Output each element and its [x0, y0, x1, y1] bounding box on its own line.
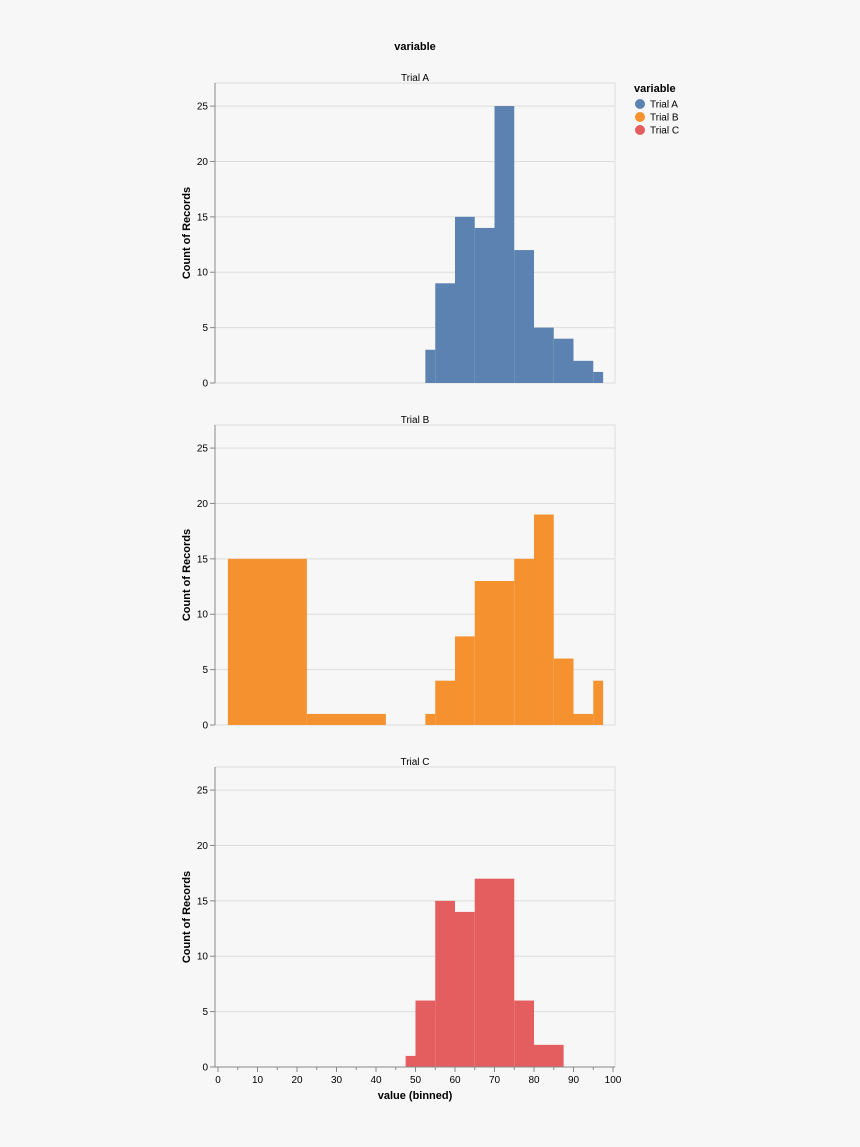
legend-swatch: [635, 112, 645, 122]
histogram-bar: [306, 713, 386, 725]
histogram-bar: [455, 216, 475, 383]
legend-swatch: [635, 125, 645, 135]
histogram-bar: [534, 327, 554, 383]
y-tick-label: 0: [202, 721, 208, 732]
y-tick-label: 25: [197, 444, 209, 455]
histogram-bar: [425, 713, 436, 725]
x-tick-label: 50: [410, 1075, 422, 1086]
histogram-bar: [593, 680, 604, 725]
histogram-bar: [227, 558, 307, 725]
y-axis-title: Count of Records: [181, 871, 193, 963]
x-tick-label: 10: [252, 1075, 264, 1086]
facet-1: Trial A 0 5 10 15 20 25 Count of Records: [181, 73, 616, 390]
histogram-bar: [435, 283, 455, 383]
x-tick-label: 90: [568, 1075, 580, 1086]
y-tick-label: 15: [197, 896, 209, 907]
x-tick-label: 70: [489, 1075, 501, 1086]
facet-title: Trial C: [400, 757, 429, 768]
plot-frame: [214, 82, 616, 384]
header-title: variable: [394, 41, 436, 53]
histogram-bar: [514, 558, 534, 725]
histogram-bar: [474, 227, 495, 383]
y-tick-label: 15: [197, 554, 209, 565]
histogram-bar: [593, 371, 604, 383]
x-tick-label: 80: [528, 1075, 540, 1086]
x-tick-label: 20: [291, 1075, 303, 1086]
legend: variable Trial A Trial B Trial C: [634, 83, 679, 137]
plot-frame: [214, 766, 616, 1068]
y-tick-label: 5: [202, 323, 208, 334]
legend-label: Trial A: [650, 100, 678, 111]
x-tick-label: 40: [370, 1075, 382, 1086]
y-tick-label: 15: [197, 212, 209, 223]
histogram-bar: [435, 680, 455, 725]
x-tick-label: 100: [605, 1075, 622, 1086]
legend-item: Trial A: [635, 99, 678, 111]
legend-item: Trial B: [635, 112, 679, 124]
y-tick-label: 10: [197, 268, 209, 279]
y-tick-label: 5: [202, 665, 208, 676]
y-axis-title: Count of Records: [181, 529, 193, 621]
y-tick-label: 25: [197, 102, 209, 113]
histogram-bar: [405, 1055, 416, 1067]
legend-swatch: [635, 99, 645, 109]
facet-title: Trial B: [401, 415, 430, 426]
y-tick-label: 10: [197, 610, 209, 621]
histogram-bar: [435, 900, 455, 1067]
facet-title: Trial A: [401, 73, 429, 84]
legend-label: Trial C: [650, 126, 679, 137]
histogram-bar: [534, 514, 554, 725]
x-tick-label: 60: [449, 1075, 461, 1086]
histogram-bar: [494, 106, 515, 384]
facet-2: Trial B 0 5 10 15 20 25 Count of Records: [181, 415, 616, 732]
histogram-bar: [573, 360, 594, 383]
histogram-bar: [514, 1000, 534, 1067]
histogram-bar: [553, 658, 574, 725]
legend-title: variable: [634, 83, 676, 95]
histogram-bar: [425, 349, 436, 383]
y-tick-label: 10: [197, 952, 209, 963]
y-tick-label: 20: [197, 157, 209, 168]
y-axis-title: Count of Records: [181, 187, 193, 279]
y-tick-label: 5: [202, 1007, 208, 1018]
histogram-bar: [573, 713, 594, 725]
histogram-bar: [474, 878, 515, 1067]
legend-item: Trial C: [635, 125, 679, 137]
histogram-bar: [514, 250, 534, 383]
histogram-bar: [474, 581, 515, 725]
histogram-bar: [415, 1000, 436, 1067]
x-tick-label: 30: [331, 1075, 343, 1086]
y-tick-label: 20: [197, 841, 209, 852]
facet-3: Trial C 0 5 10 15 20 25 Count of Records 0 10 20 30…: [181, 757, 622, 1086]
y-tick-label: 25: [197, 786, 209, 797]
y-tick-label: 0: [202, 1063, 208, 1074]
x-axis-title: value (binned): [378, 1090, 453, 1102]
y-tick-label: 0: [202, 379, 208, 390]
histogram-bar: [455, 636, 475, 725]
legend-label: Trial B: [650, 113, 679, 124]
y-tick-label: 20: [197, 499, 209, 510]
x-tick-label: 0: [215, 1075, 221, 1086]
histogram-bar: [534, 1044, 564, 1067]
histogram-bar: [553, 338, 574, 383]
histogram-bar: [455, 911, 475, 1067]
